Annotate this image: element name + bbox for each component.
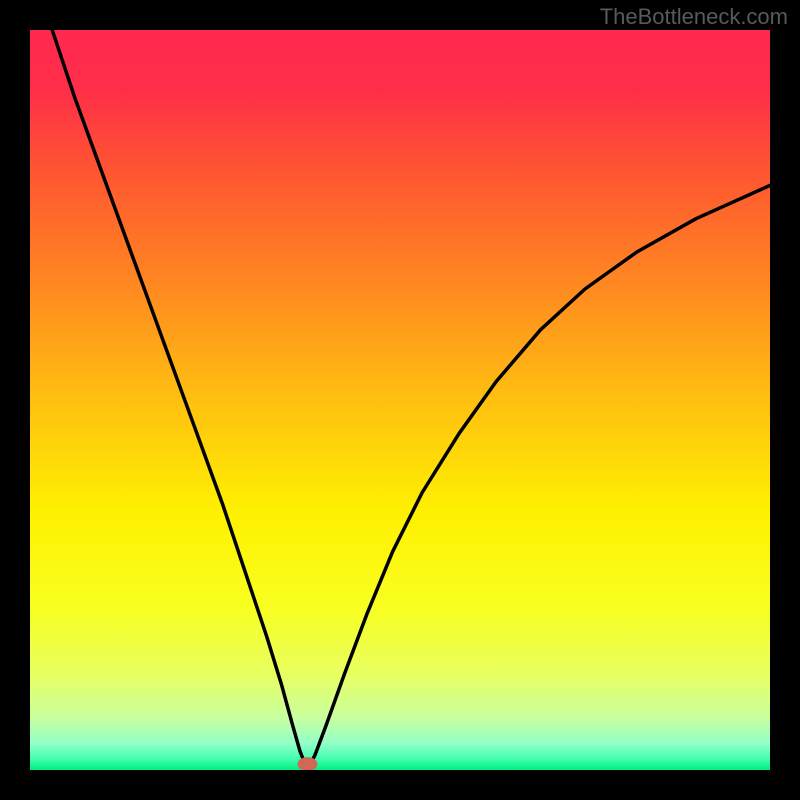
bottleneck-chart <box>0 0 800 800</box>
chart-container: TheBottleneck.com <box>0 0 800 800</box>
optimal-marker <box>298 757 318 771</box>
plot-background-gradient <box>30 30 770 770</box>
watermark-text: TheBottleneck.com <box>600 4 788 30</box>
